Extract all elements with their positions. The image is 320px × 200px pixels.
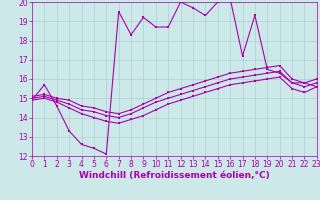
X-axis label: Windchill (Refroidissement éolien,°C): Windchill (Refroidissement éolien,°C) — [79, 171, 270, 180]
